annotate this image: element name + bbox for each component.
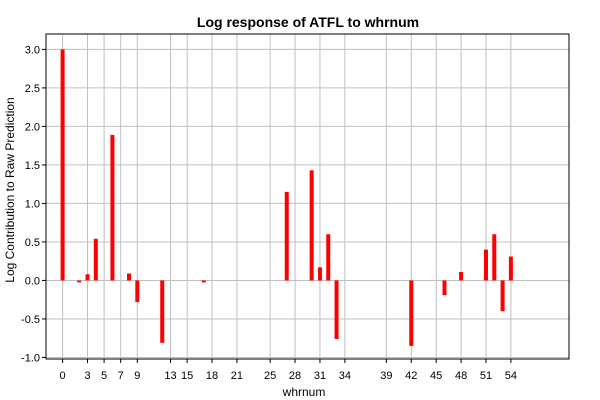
bar	[127, 273, 132, 281]
x-tick-label: 42	[405, 370, 417, 382]
y-tick-label: -1.0	[21, 352, 40, 364]
y-tick-label: 0.5	[25, 237, 40, 249]
plot-frame	[45, 33, 570, 360]
bar	[334, 280, 339, 339]
x-tick-label: 39	[380, 370, 392, 382]
bar	[442, 280, 447, 296]
x-tick-label: 28	[289, 370, 301, 382]
plot-background	[46, 34, 569, 359]
y-tick-label: 0.0	[25, 275, 40, 287]
x-tick-label: 0	[60, 370, 66, 382]
x-tick-label: 7	[118, 370, 124, 382]
bar	[93, 238, 98, 281]
bar	[284, 191, 289, 281]
bar	[110, 134, 115, 281]
bar	[60, 49, 65, 281]
x-tick-label: 25	[264, 370, 276, 382]
bar	[317, 267, 322, 281]
y-tick-label: 1.0	[25, 198, 40, 210]
chart-title: Log response of ATFL to whrnum	[197, 14, 419, 30]
x-tick-label: 13	[164, 370, 176, 382]
x-tick-label: 18	[206, 370, 218, 382]
x-tick-label: 3	[84, 370, 90, 382]
x-tick-label: 5	[101, 370, 107, 382]
x-tick-label: 31	[314, 370, 326, 382]
bar	[483, 249, 488, 281]
y-tick-label: -0.5	[21, 314, 40, 326]
y-tick-label: 1.5	[25, 160, 40, 172]
bars	[60, 49, 513, 346]
x-tick-label: 54	[505, 370, 517, 382]
y-tick-label: 2.5	[25, 83, 40, 95]
bar	[409, 280, 414, 346]
bar	[135, 280, 140, 303]
x-tick-label: 15	[181, 370, 193, 382]
x-tick-label: 21	[231, 370, 243, 382]
x-tick-label: 51	[480, 370, 492, 382]
x-tick-label: 48	[455, 370, 467, 382]
x-tick-label: 9	[134, 370, 140, 382]
bar	[326, 234, 331, 281]
x-tick-label: 45	[430, 370, 442, 382]
bar	[160, 280, 165, 343]
bar	[85, 274, 90, 281]
x-axis-label: whrnum	[282, 385, 326, 399]
y-tick-label: 2.0	[25, 121, 40, 133]
x-axis-ticks: 0 3 5 7 9 13 15 18 21 25 28 31 34 39 42 45 48 51 54	[60, 359, 517, 382]
bar	[492, 234, 497, 281]
bar	[201, 280, 206, 283]
bar	[77, 280, 82, 283]
y-tick-label: 3.0	[25, 44, 40, 56]
bar	[309, 170, 314, 281]
bar	[459, 271, 464, 281]
bar	[508, 256, 513, 281]
x-tick-label: 34	[339, 370, 351, 382]
grid	[46, 34, 569, 359]
y-axis-ticks: -1.0 -0.5 0.0 0.5 1.0 1.5 2.0 2.5 3.0	[21, 44, 46, 364]
y-axis-label: Log Contribution to Raw Prediction	[3, 97, 17, 282]
bar	[500, 280, 505, 312]
